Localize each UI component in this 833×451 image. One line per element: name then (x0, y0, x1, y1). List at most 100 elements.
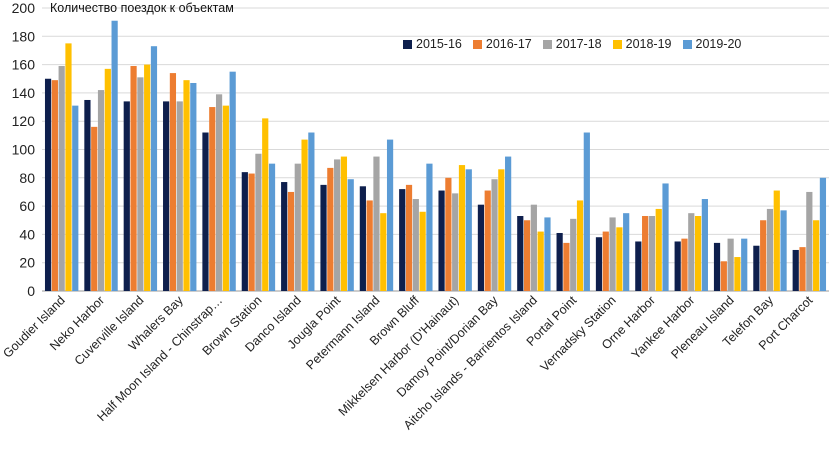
bar-2018-19-3 (144, 64, 151, 291)
bar-2015-16-12 (477, 204, 485, 291)
bar-2017-18-4 (176, 101, 183, 291)
bar-2017-18-9 (373, 156, 380, 291)
bar-2019-20-18 (741, 238, 748, 291)
bar-2018-19-2 (104, 68, 111, 291)
bar-2018-19-20 (813, 220, 820, 291)
bar-2015-16-6 (241, 172, 248, 291)
bar-2016-17-8 (327, 167, 334, 291)
legend-swatch (612, 39, 622, 49)
bar-2015-16-4 (163, 101, 170, 291)
bar-2016-17-14 (563, 242, 570, 291)
bar-2016-17-9 (366, 200, 373, 291)
bar-2015-16-19 (753, 245, 760, 291)
bar-2017-18-3 (137, 77, 144, 292)
bar-2019-20-16 (662, 183, 669, 291)
bar-2017-18-19 (766, 208, 774, 291)
bar-2019-20-12 (505, 156, 512, 291)
bar-2016-17-15 (602, 231, 609, 291)
bar-2019-20-17 (701, 199, 708, 291)
bar-2019-20-13 (544, 217, 551, 291)
bar-2019-20-5 (229, 71, 236, 291)
bar-2017-18-20 (806, 191, 813, 291)
bar-2017-18-1 (58, 66, 65, 291)
y-tick-label: 160 (12, 57, 36, 73)
chart-legend: 2015-16 2016-17 2017-18 2018-19 2019-20 (403, 37, 752, 51)
x-tick-label: Petermann Island (303, 293, 382, 372)
bar-2017-18-8 (334, 159, 341, 291)
bar-2015-16-18 (713, 242, 721, 291)
bar-2016-17-5 (209, 107, 216, 291)
legend-swatch (403, 39, 412, 49)
legend-item: 2018-19 (612, 37, 672, 51)
bar-2018-19-12 (498, 169, 505, 291)
bar-2018-19-11 (458, 165, 466, 291)
bar-2015-16-9 (359, 186, 366, 291)
y-tick-label: 180 (12, 28, 36, 44)
bar-2015-16-1 (44, 78, 52, 291)
bar-2017-18-13 (530, 204, 537, 291)
bar-2015-16-7 (281, 182, 288, 291)
bar-2018-19-16 (655, 208, 662, 291)
bar-2017-18-11 (452, 193, 459, 291)
bar-2019-20-9 (386, 139, 394, 291)
legend-item: 2017-18 (542, 37, 602, 51)
bar-2018-19-1 (65, 43, 72, 291)
bar-2018-19-13 (537, 231, 544, 291)
bar-2016-17-17 (681, 238, 688, 291)
legend-label: 2018-19 (625, 37, 672, 51)
bar-2017-18-18 (727, 238, 734, 291)
bar-2016-17-13 (523, 220, 531, 291)
legend-swatch (542, 39, 552, 49)
bar-2016-17-12 (484, 190, 491, 291)
y-tick-label: 60 (19, 198, 35, 214)
bar-2018-19-9 (380, 213, 387, 291)
legend-item: 2019-20 (682, 37, 742, 51)
bar-2017-18-15 (609, 217, 616, 291)
bar-2019-20-20 (819, 177, 827, 291)
bar-2017-18-17 (688, 213, 695, 291)
legend-label: 2019-20 (695, 37, 742, 51)
bar-2017-18-10 (412, 199, 419, 291)
bar-2019-20-3 (150, 46, 158, 291)
bar-2019-20-15 (623, 213, 630, 291)
bar-2018-19-18 (734, 257, 741, 291)
bar-2016-17-1 (51, 80, 58, 291)
bar-2019-20-2 (111, 20, 118, 292)
bar-2016-17-6 (248, 173, 255, 291)
bar-2018-19-10 (419, 211, 426, 291)
y-tick-label: 200 (12, 0, 36, 16)
x-tick-label: Cuverville Island (72, 293, 147, 368)
y-tick-label: 140 (12, 85, 36, 101)
bar-2017-18-5 (215, 94, 223, 291)
bar-2019-20-14 (583, 132, 590, 291)
bar-2015-16-13 (517, 216, 524, 291)
bar-2019-20-11 (465, 169, 472, 291)
bar-2016-17-10 (405, 184, 413, 291)
y-tick-label: 0 (27, 283, 35, 299)
legend-label: 2016-17 (485, 37, 532, 51)
legend-swatch (682, 39, 692, 49)
y-tick-label: 120 (12, 113, 36, 129)
legend-item: 2016-17 (472, 37, 532, 51)
legend-label: 2017-18 (555, 37, 602, 51)
legend-label: 2015-16 (416, 37, 462, 51)
bar-2018-19-7 (301, 139, 308, 291)
bar-2015-16-11 (438, 190, 445, 291)
bar-2018-19-15 (616, 227, 623, 291)
bar-2017-18-2 (97, 90, 105, 291)
bar-2018-19-14 (576, 200, 584, 291)
bar-2019-20-10 (426, 163, 433, 291)
y-tick-label: 20 (19, 255, 35, 271)
bar-2017-18-16 (648, 216, 656, 291)
bar-2018-19-19 (773, 190, 780, 291)
bar-2019-20-7 (308, 132, 315, 291)
bar-2015-16-20 (792, 249, 799, 291)
bar-2017-18-14 (570, 218, 577, 291)
bar-2015-16-10 (399, 189, 406, 291)
bar-2016-17-11 (445, 177, 452, 291)
bar-2016-17-3 (130, 66, 137, 291)
bar-2018-19-4 (183, 80, 190, 291)
y-tick-label: 80 (19, 170, 35, 186)
